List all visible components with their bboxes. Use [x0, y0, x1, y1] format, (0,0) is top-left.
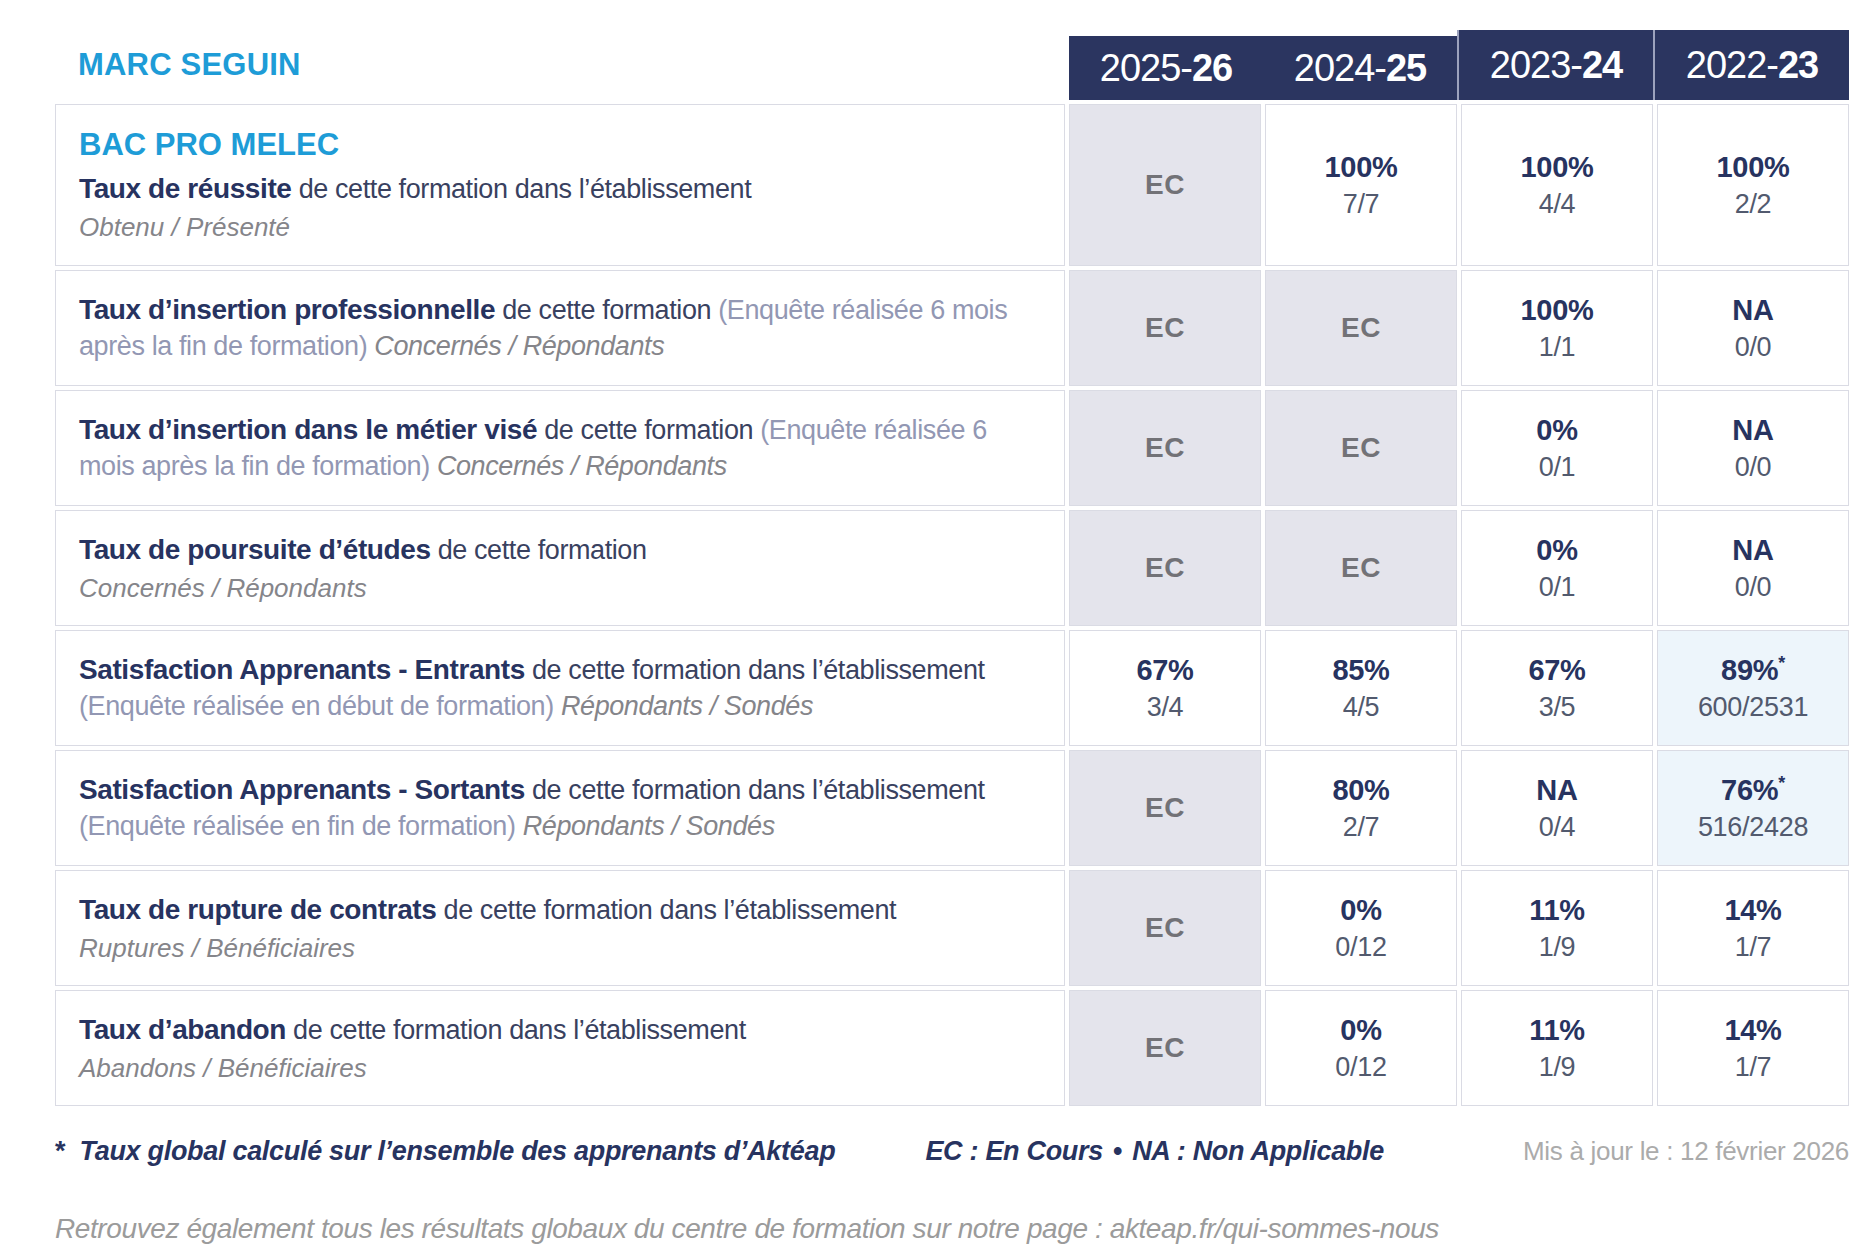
- value-cell: 100%4/4: [1461, 104, 1653, 266]
- year-column-2024-25: 2024-25: [1263, 36, 1457, 100]
- row-title: Taux de rupture de contrats de cette for…: [79, 892, 1038, 929]
- last-updated: Mis à jour le : 12 février 2026: [1523, 1136, 1849, 1167]
- value-cell: EC: [1069, 390, 1261, 506]
- row-label-insertion-metier-vise: Taux d’insertion dans le métier visé de …: [55, 390, 1065, 506]
- value-cell: 67%3/5: [1461, 630, 1653, 746]
- row-subtitle: Concernés / Répondants: [79, 573, 1038, 604]
- results-sheet: MARC SEGUIN 2025-26 2024-25 2023-24 2022…: [55, 30, 1849, 1245]
- row-label-taux-reussite: BAC PRO MELEC Taux de réussite de cette …: [55, 104, 1065, 266]
- value-cell: 80%2/7: [1265, 750, 1457, 866]
- value-cell: EC: [1265, 270, 1457, 386]
- value-cell: 100%1/1: [1461, 270, 1653, 386]
- value-cell: 14%1/7: [1657, 990, 1849, 1106]
- row-title: Satisfaction Apprenants - Entrants de ce…: [79, 652, 1038, 725]
- row-subtitle: Obtenu / Présenté: [79, 212, 1038, 243]
- row-subtitle: Ruptures / Bénéficiaires: [79, 933, 1038, 964]
- value-cell: EC: [1069, 270, 1261, 386]
- value-cell: 0%0/12: [1265, 990, 1457, 1106]
- year-column-2023-24: 2023-24: [1457, 30, 1653, 100]
- row-subtitle: Abandons / Bénéficiaires: [79, 1053, 1038, 1084]
- row-title: Taux d’abandon de cette formation dans l…: [79, 1012, 1038, 1049]
- year-header-bar: 2025-26 2024-25 2023-24 2022-23: [1069, 30, 1849, 100]
- value-cell: EC: [1069, 870, 1261, 986]
- value-cell-global-rate: 89%*600/2531: [1657, 630, 1849, 746]
- value-cell: NA0/0: [1657, 390, 1849, 506]
- asterisk-marker: *: [1778, 653, 1785, 673]
- row-label-poursuite-etudes: Taux de poursuite d’études de cette form…: [55, 510, 1065, 626]
- bullet-separator: •: [1113, 1136, 1122, 1166]
- year-column-2022-23: 2022-23: [1653, 30, 1849, 100]
- value-cell: EC: [1265, 510, 1457, 626]
- asterisk-marker: *: [1778, 773, 1785, 793]
- school-name: MARC SEGUIN: [78, 47, 301, 83]
- value-cell: 100%7/7: [1265, 104, 1457, 266]
- value-cell: EC: [1069, 990, 1261, 1106]
- table-header-row: MARC SEGUIN 2025-26 2024-25 2023-24 2022…: [55, 30, 1849, 100]
- value-cell: 100%2/2: [1657, 104, 1849, 266]
- value-cell: 85%4/5: [1265, 630, 1457, 746]
- value-cell: NA0/0: [1657, 270, 1849, 386]
- row-label-rupture-contrats: Taux de rupture de contrats de cette for…: [55, 870, 1065, 986]
- global-rate-note: *Taux global calculé sur l’ensemble des …: [55, 1136, 835, 1167]
- row-title: Taux d’insertion dans le métier visé de …: [79, 412, 1038, 485]
- value-cell: EC: [1069, 510, 1261, 626]
- value-cell: 67%3/4: [1069, 630, 1261, 746]
- row-label-insertion-professionnelle: Taux d’insertion professionnelle de cett…: [55, 270, 1065, 386]
- asterisk-marker: *: [55, 1136, 66, 1166]
- row-title: Taux de réussite de cette formation dans…: [79, 171, 1038, 208]
- row-title: Taux de poursuite d’études de cette form…: [79, 532, 1038, 569]
- program-title: BAC PRO MELEC: [79, 127, 1038, 163]
- value-cell: 11%1/9: [1461, 870, 1653, 986]
- global-results-note: Retrouvez également tous les résultats g…: [55, 1213, 1849, 1245]
- row-label-abandon: Taux d’abandon de cette formation dans l…: [55, 990, 1065, 1106]
- value-cell: 0%0/1: [1461, 390, 1653, 506]
- row-label-satisfaction-entrants: Satisfaction Apprenants - Entrants de ce…: [55, 630, 1065, 746]
- school-name-cell: MARC SEGUIN: [55, 30, 1069, 100]
- value-cell: 0%0/1: [1461, 510, 1653, 626]
- row-title: Taux d’insertion professionnelle de cett…: [79, 292, 1038, 365]
- value-cell: EC: [1069, 104, 1261, 266]
- value-cell: EC: [1069, 750, 1261, 866]
- abbreviation-legend: EC : En Cours•NA : Non Applicable: [925, 1136, 1384, 1167]
- value-cell-global-rate: 76%*516/2428: [1657, 750, 1849, 866]
- value-cell: 11%1/9: [1461, 990, 1653, 1106]
- results-table: BAC PRO MELEC Taux de réussite de cette …: [55, 104, 1849, 1106]
- value-cell: EC: [1265, 390, 1457, 506]
- row-label-satisfaction-sortants: Satisfaction Apprenants - Sortants de ce…: [55, 750, 1065, 866]
- row-title: Satisfaction Apprenants - Sortants de ce…: [79, 772, 1038, 845]
- value-cell: NA0/4: [1461, 750, 1653, 866]
- footnote-row: *Taux global calculé sur l’ensemble des …: [55, 1136, 1849, 1167]
- value-cell: 14%1/7: [1657, 870, 1849, 986]
- value-cell: NA0/0: [1657, 510, 1849, 626]
- value-cell: 0%0/12: [1265, 870, 1457, 986]
- year-column-2025-26: 2025-26: [1069, 36, 1263, 100]
